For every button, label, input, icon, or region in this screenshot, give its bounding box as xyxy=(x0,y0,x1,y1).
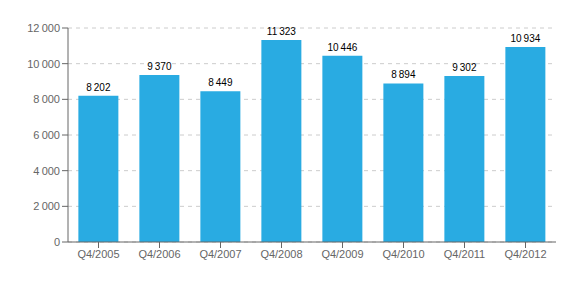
svg-text:Q4/2009: Q4/2009 xyxy=(321,248,363,260)
svg-text:Q4/2011: Q4/2011 xyxy=(444,248,485,260)
svg-text:Q4/2008: Q4/2008 xyxy=(260,248,302,260)
svg-text:11 323: 11 323 xyxy=(267,26,297,37)
svg-text:8 202: 8 202 xyxy=(86,82,111,93)
svg-text:8 000: 8 000 xyxy=(33,93,60,105)
svg-text:Q4/2006: Q4/2006 xyxy=(138,248,180,260)
svg-text:4 000: 4 000 xyxy=(33,165,60,177)
svg-text:Q4/2010: Q4/2010 xyxy=(382,248,424,260)
svg-text:9 302: 9 302 xyxy=(452,62,477,73)
svg-text:9 370: 9 370 xyxy=(147,61,172,72)
svg-text:6 000: 6 000 xyxy=(33,129,60,141)
svg-text:8 894: 8 894 xyxy=(391,69,416,80)
svg-text:10 000: 10 000 xyxy=(27,58,60,70)
svg-text:Q4/2007: Q4/2007 xyxy=(199,248,241,260)
svg-text:10 934: 10 934 xyxy=(510,33,540,44)
svg-text:Q4/2005: Q4/2005 xyxy=(77,248,119,260)
svg-text:12 000: 12 000 xyxy=(27,22,60,34)
svg-text:10 446: 10 446 xyxy=(327,42,357,53)
svg-text:Q4/2012: Q4/2012 xyxy=(504,248,546,260)
svg-text:0: 0 xyxy=(54,236,60,248)
svg-text:2 000: 2 000 xyxy=(33,200,60,212)
svg-text:8 449: 8 449 xyxy=(208,77,233,88)
